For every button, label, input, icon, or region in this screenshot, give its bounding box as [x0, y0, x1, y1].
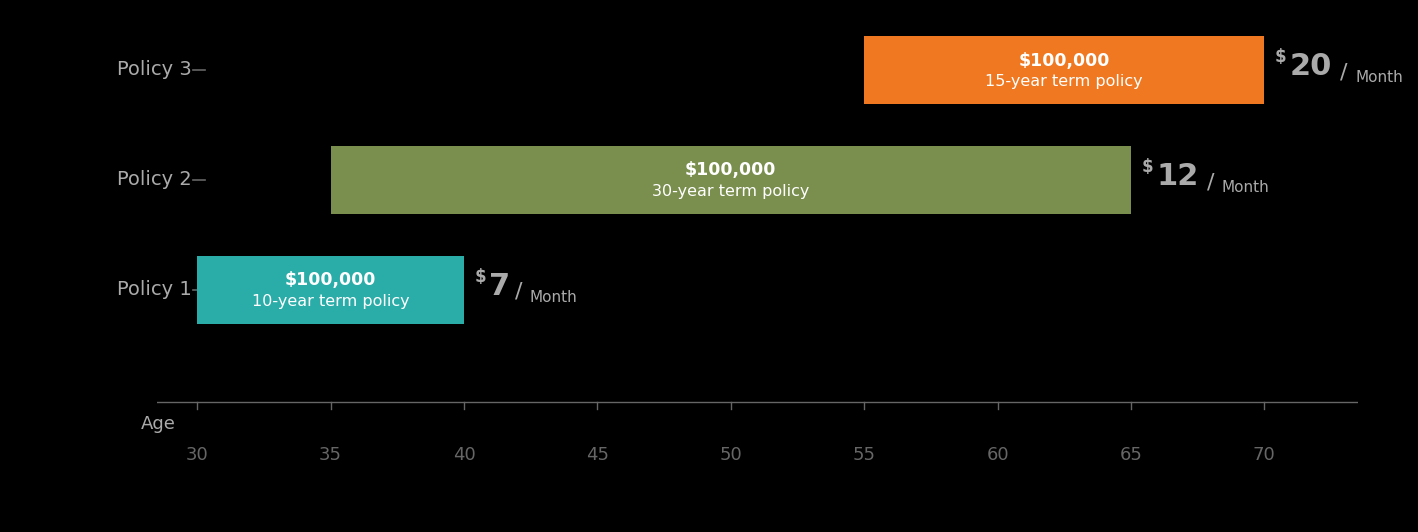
Text: Policy 2: Policy 2 — [118, 170, 191, 189]
Text: /: / — [1207, 172, 1214, 192]
Text: 7: 7 — [489, 272, 510, 301]
Text: Month: Month — [529, 290, 577, 305]
Text: /: / — [515, 282, 522, 302]
Text: $: $ — [1275, 48, 1286, 66]
Text: 10-year term policy: 10-year term policy — [252, 294, 410, 309]
Text: Policy 3: Policy 3 — [118, 61, 191, 79]
Text: 12: 12 — [1156, 162, 1198, 191]
Text: Month: Month — [1356, 70, 1402, 85]
Text: $: $ — [475, 268, 486, 286]
Bar — [197, 256, 464, 324]
Text: $100,000: $100,000 — [685, 162, 777, 179]
Bar — [330, 146, 1132, 214]
Text: /: / — [1340, 62, 1349, 82]
Text: 20: 20 — [1289, 52, 1332, 81]
Text: $: $ — [1141, 157, 1153, 176]
Bar — [864, 36, 1265, 104]
Text: $100,000: $100,000 — [285, 271, 376, 289]
Text: Policy 1: Policy 1 — [118, 280, 191, 299]
Text: Age: Age — [140, 415, 176, 433]
Text: Month: Month — [1222, 180, 1269, 195]
Text: $100,000: $100,000 — [1018, 52, 1110, 70]
Text: 15-year term policy: 15-year term policy — [986, 74, 1143, 89]
Text: 30-year term policy: 30-year term policy — [652, 184, 810, 199]
